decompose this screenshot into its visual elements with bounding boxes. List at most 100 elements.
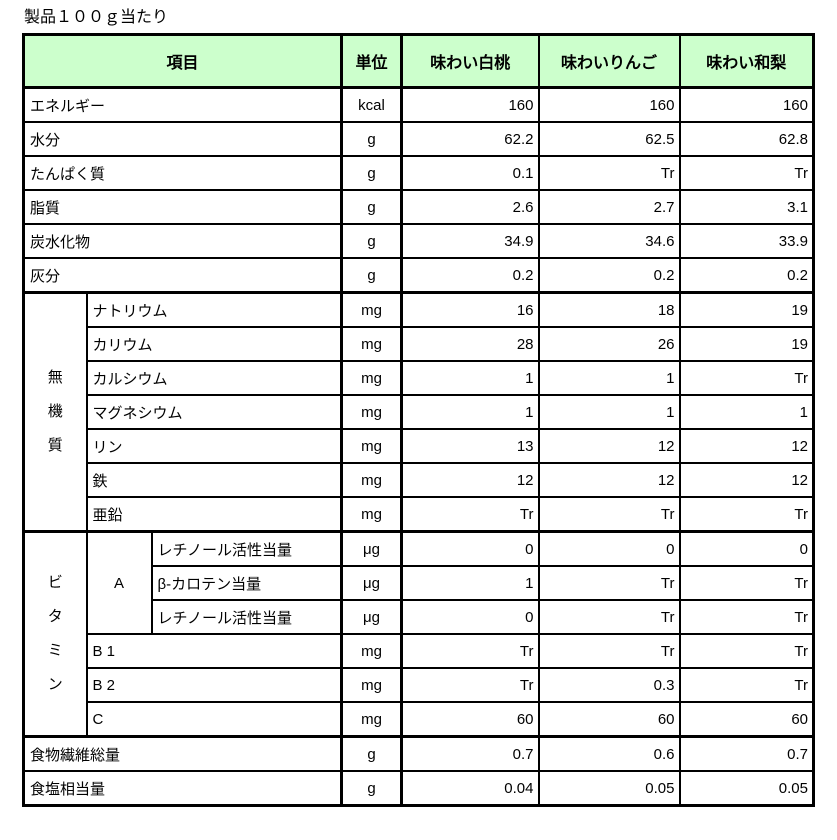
unit-cell: kcal [340,86,403,123]
value-cell: 0 [678,530,815,567]
unit-cell: mg [340,667,403,703]
value-cell: 12 [537,462,681,498]
row-label: B 2 [85,667,343,703]
value-cell: Tr [400,667,540,703]
table-row: たんぱく質 g 0.1 Tr Tr [22,155,815,191]
row-label: カリウム [85,326,343,362]
header-item: 項目 [22,33,343,89]
unit-cell: mg [340,633,403,669]
table-row: B 2 mg Tr 0.3 Tr [24,667,815,703]
value-cell: 60 [400,701,540,738]
unit-cell: g [340,770,403,807]
value-cell: 1 [678,394,815,430]
value-cell: 160 [678,86,815,123]
value-cell: 0.2 [400,257,540,294]
unit-cell: μg [340,565,403,601]
value-cell: 1 [400,360,540,396]
row-label: たんぱく質 [22,155,343,191]
unit-cell: g [340,735,403,772]
value-cell: 3.1 [678,189,815,225]
value-cell: Tr [400,496,540,533]
group-label-minerals: 無 機 質 [22,291,88,533]
unit-cell: g [340,223,403,259]
unit-cell: mg [340,326,403,362]
value-cell: 60 [537,701,681,738]
row-label: エネルギー [22,86,343,123]
header-product-3: 味わい和梨 [678,33,815,89]
row-label: 鉄 [85,462,343,498]
table-row: ビ タ ミ ン A レチノール活性当量 μg 0 0 0 [22,530,815,738]
value-cell: 0.7 [678,735,815,772]
value-cell: 26 [537,326,681,362]
value-cell: 12 [678,428,815,464]
value-cell: 28 [400,326,540,362]
value-cell: 16 [400,291,540,328]
row-label: 脂質 [22,189,343,225]
row-label: リン [85,428,343,464]
row-label: 炭水化物 [22,223,343,259]
value-cell: 19 [678,326,815,362]
value-cell: 1 [537,394,681,430]
value-cell: 62.5 [537,121,681,157]
value-cell: 0.1 [400,155,540,191]
table-row: 鉄 mg 12 12 12 [24,462,815,498]
unit-cell: mg [340,360,403,396]
table-row: エネルギー kcal 160 160 160 [22,86,815,123]
value-cell: Tr [678,496,815,533]
unit-cell: μg [340,530,403,567]
table-row: 水分 g 62.2 62.5 62.8 [22,121,815,157]
value-cell: 0 [400,599,540,635]
value-cell: 1 [537,360,681,396]
value-cell: 0 [400,530,540,567]
value-cell: 0.2 [537,257,681,294]
row-label: B 1 [85,633,343,669]
value-cell: Tr [678,155,815,191]
value-cell: 0 [537,530,681,567]
subgroup-label-a: A [85,530,153,635]
row-label: 食物繊維総量 [22,735,343,772]
header-row: 項目 単位 味わい白桃 味わいりんご 味わい和梨 [22,33,815,89]
table-row: 脂質 g 2.6 2.7 3.1 [22,189,815,225]
value-cell: 62.8 [678,121,815,157]
table-row: 亜鉛 mg Tr Tr Tr [24,496,815,533]
value-cell: 0.7 [400,735,540,772]
value-cell: 2.6 [400,189,540,225]
header-unit: 単位 [340,33,403,89]
row-label: レチノール活性当量 [150,599,343,635]
value-cell: Tr [678,599,815,635]
value-cell: Tr [678,565,815,601]
value-cell: 34.9 [400,223,540,259]
value-cell: 60 [678,701,815,738]
value-cell: 18 [537,291,681,328]
value-cell: 2.7 [537,189,681,225]
value-cell: 1 [400,394,540,430]
row-label: C [85,701,343,738]
value-cell: Tr [678,360,815,396]
value-cell: 13 [400,428,540,464]
value-cell: 160 [400,86,540,123]
table-row: β-カロテン当量 μg 1 Tr Tr [24,565,815,601]
value-cell: 0.2 [678,257,815,294]
value-cell: 33.9 [678,223,815,259]
value-cell: 0.3 [537,667,681,703]
value-cell: Tr [400,633,540,669]
table-row: カルシウム mg 1 1 Tr [24,360,815,396]
table-row: 灰分 g 0.2 0.2 0.2 [22,257,815,294]
group-label-vitamins: ビ タ ミ ン [22,530,88,738]
table-row: リン mg 13 12 12 [24,428,815,464]
row-label: β-カロテン当量 [150,565,343,601]
row-label: 食塩相当量 [22,770,343,807]
unit-cell: μg [340,599,403,635]
unit-cell: g [340,189,403,225]
value-cell: 1 [400,565,540,601]
value-cell: Tr [678,667,815,703]
value-cell: 12 [537,428,681,464]
unit-cell: mg [340,462,403,498]
row-label: 水分 [22,121,343,157]
table-row: マグネシウム mg 1 1 1 [24,394,815,430]
header-product-2: 味わいりんご [537,33,681,89]
unit-cell: mg [340,428,403,464]
table-row: 食物繊維総量 g 0.7 0.6 0.7 [22,735,815,772]
value-cell: Tr [537,155,681,191]
nutrition-table: 項目 単位 味わい白桃 味わいりんご 味わい和梨 エネルギー kcal 160 … [22,33,815,807]
